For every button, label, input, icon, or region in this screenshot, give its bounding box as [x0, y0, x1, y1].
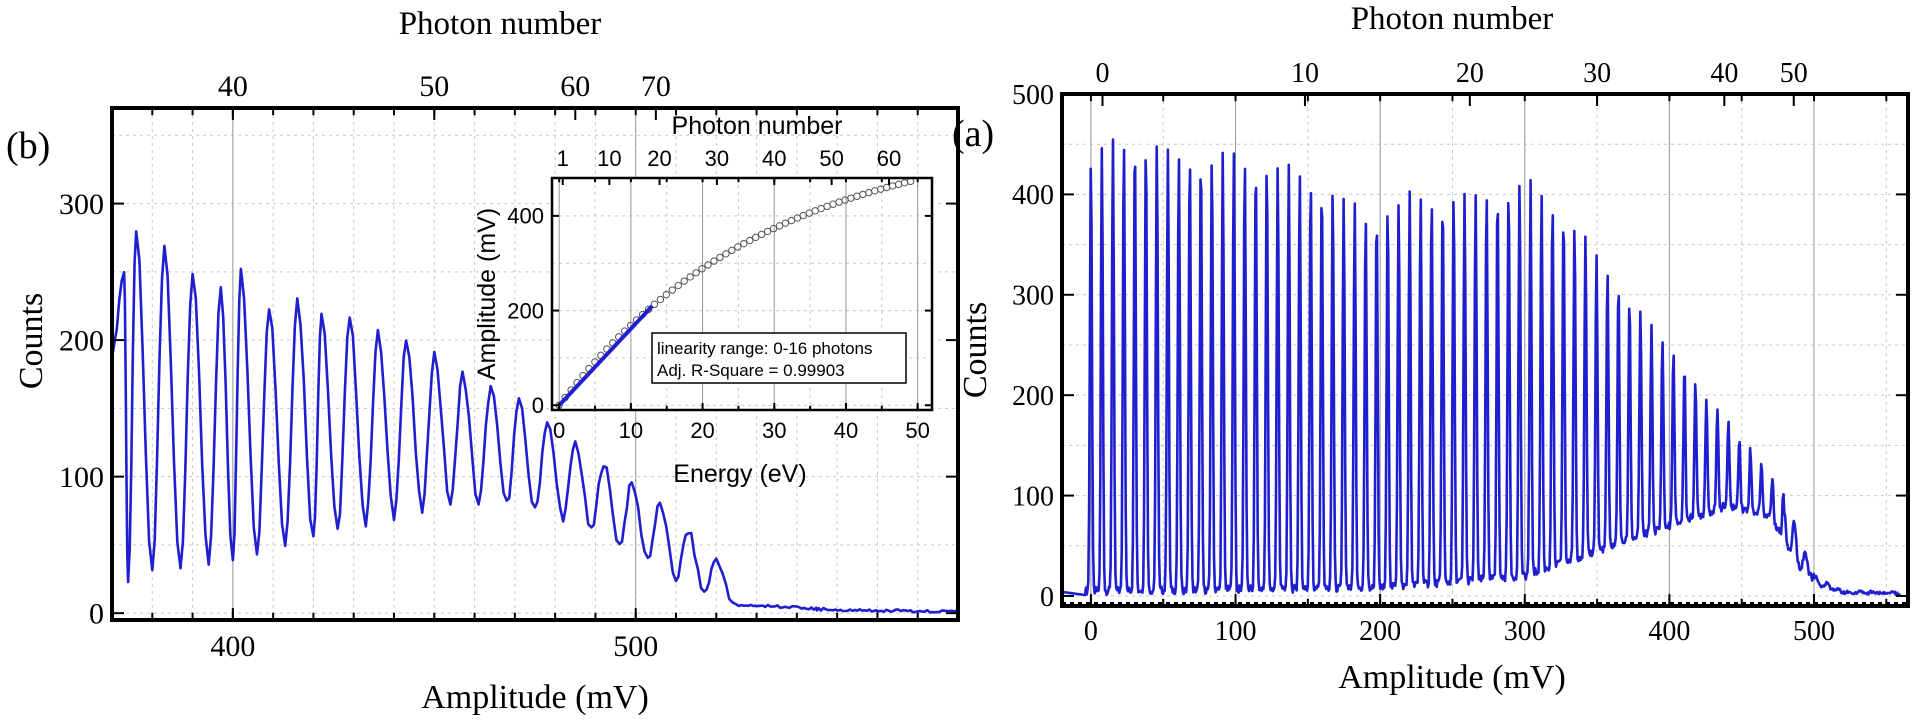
inset-data-point — [740, 239, 748, 248]
panel-a-y-tick-label: 400 — [1012, 180, 1054, 211]
panel-b-y-tick-label: 300 — [59, 188, 104, 221]
panel-a-trace — [1061, 138, 1901, 597]
inset-data-point — [698, 265, 706, 273]
inset-data-point — [775, 222, 784, 230]
panel-a-top-tick-label: 0 — [1095, 58, 1109, 89]
inset-x-axis-title: Energy (eV) — [673, 460, 806, 488]
panel-a-y-tick-label: 0 — [1040, 582, 1054, 613]
inset-x-tick-label: 50 — [905, 418, 929, 443]
panel-a-y-tick-label: 300 — [1012, 281, 1054, 312]
panel-b-y-axis-title: Counts — [13, 293, 50, 389]
inset-data-point — [686, 273, 694, 281]
panel-b-trace — [110, 230, 960, 614]
inset-x-tick-label: 30 — [762, 418, 786, 443]
panel-a-top-tick-label: 50 — [1780, 58, 1808, 89]
panel-b-top-tick-label: 40 — [218, 70, 248, 103]
inset-x-tick-label: 20 — [690, 418, 714, 443]
inset-data-point — [650, 300, 659, 309]
panel-a-x-tick-label: 200 — [1359, 616, 1401, 647]
inset-x-tick-label: 0 — [553, 418, 565, 443]
inset-data-point — [668, 286, 677, 294]
panel-a-y-tick-label: 200 — [1012, 381, 1054, 412]
panel-b-top-tick-label: 70 — [641, 70, 671, 103]
inset-data-point — [692, 269, 700, 277]
panel-a-x-tick-label: 0 — [1084, 616, 1098, 647]
panel-a-y-tick-label: 500 — [1012, 80, 1054, 111]
inset-frame — [550, 176, 934, 412]
panel-a-y-tick-label: 100 — [1012, 481, 1054, 512]
inset-top-tick-label: 20 — [647, 146, 671, 171]
inset-top-tick-label: 50 — [819, 146, 843, 171]
panel-a-top-tick-label: 10 — [1291, 58, 1319, 89]
inset-legend-line2: Adj. R-Square = 0.99903 — [657, 361, 845, 380]
inset-data-point — [734, 243, 742, 251]
panel-a-top-tick-label: 20 — [1456, 58, 1484, 89]
panel-b-frame — [110, 106, 960, 622]
inset-data-point — [680, 277, 688, 285]
inset-data-point — [781, 219, 790, 227]
inset-data-point — [769, 224, 778, 233]
panel-a-frame — [1060, 92, 1910, 608]
inset-data-point — [746, 236, 754, 245]
panel-a-top-tick-label: 40 — [1710, 58, 1738, 89]
inset-y-tick-label: 400 — [507, 204, 544, 229]
panel-a-x-tick-label: 400 — [1648, 616, 1690, 647]
inset-y-axis-title: Amplitude (mV) — [473, 208, 501, 380]
inset-legend: linearity range: 0-16 photons Adj. R-Squ… — [651, 332, 907, 384]
inset-data-point — [710, 257, 718, 265]
inset-data-point — [704, 261, 712, 269]
inset-legend-line1: linearity range: 0-16 photons — [657, 339, 872, 358]
panel-b-x-tick-label: 400 — [210, 630, 255, 663]
panel-a-x-tick-label: 500 — [1793, 616, 1835, 647]
panel-b-y-tick-label: 0 — [89, 598, 104, 631]
inset-data-point — [757, 230, 766, 239]
inset-legend-box — [651, 332, 907, 384]
panel-b-x-axis-title: Amplitude (mV) — [421, 679, 649, 716]
inset-data-point — [787, 216, 796, 225]
inset-top-tick-label: 40 — [762, 146, 786, 171]
inset-top-tick-label: 60 — [877, 146, 901, 171]
inset-ticks: 0 10 20 30 40 50 0 200 400 1 10 20 30 40 50 60 — [507, 146, 932, 443]
inset-y-tick-label: 0 — [532, 393, 544, 418]
panel-a: 0 100 200 300 400 500 0 100 200 300 400 500 0 10 20 30 4… — [952, 1, 1910, 696]
inset-y-tick-label: 200 — [507, 298, 544, 323]
inset-data-point — [674, 281, 682, 290]
inset-fit-line — [557, 304, 654, 407]
panel-b-y-tick-label: 100 — [59, 461, 104, 494]
inset-top-tick-label: 1 — [557, 146, 569, 171]
inset-data-point — [662, 290, 671, 299]
inset-top-axis-title: Photon number — [672, 112, 843, 140]
panel-a-label: (a) — [952, 113, 994, 155]
panel-b-top-tick-label: 50 — [419, 70, 449, 103]
inset-data-point — [716, 253, 724, 262]
inset-data-point — [763, 227, 772, 236]
inset-x-tick-label: 10 — [619, 418, 643, 443]
panel-b-top-axis-title: Photon number — [399, 6, 602, 42]
inset-data-point — [656, 295, 665, 304]
inset-x-tick-label: 40 — [834, 418, 858, 443]
panel-a-x-tick-label: 100 — [1215, 616, 1257, 647]
inset: 0 10 20 30 40 50 0 200 400 1 10 20 30 40 50 60 linearit… — [473, 112, 934, 488]
panel-a-x-axis-title: Amplitude (mV) — [1338, 659, 1566, 696]
inset-top-tick-label: 30 — [705, 146, 729, 171]
panel-a-ticks: 0 100 200 300 400 500 0 100 200 300 400 500 0 10 20 30 4… — [1012, 58, 1908, 647]
panel-b-label: (b) — [6, 125, 50, 167]
inset-top-tick-label: 10 — [597, 146, 621, 171]
inset-data-point — [728, 246, 736, 255]
panel-a-x-tick-label: 300 — [1504, 616, 1546, 647]
panel-b-x-tick-label: 500 — [613, 630, 658, 663]
inset-data-point — [751, 233, 760, 242]
panel-a-y-axis-title: Counts — [957, 302, 994, 398]
inset-data-point — [722, 250, 730, 258]
panel-b-top-tick-label: 60 — [560, 70, 590, 103]
panel-b-y-tick-label: 200 — [59, 325, 104, 358]
panel-a-top-tick-label: 30 — [1583, 58, 1611, 89]
panel-a-top-axis-title: Photon number — [1351, 1, 1554, 37]
